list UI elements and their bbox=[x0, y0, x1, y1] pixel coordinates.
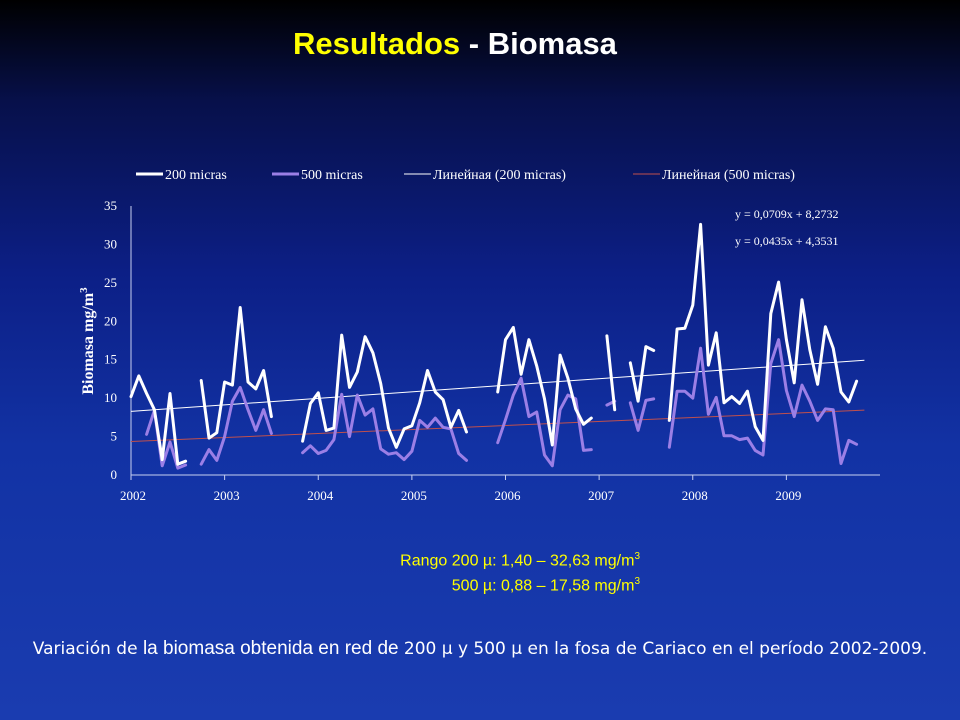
series-segment bbox=[145, 408, 188, 470]
legend-label: 500 micras bbox=[301, 168, 363, 183]
x-tick-label: 2002 bbox=[120, 488, 146, 503]
legend-label: 200 micras bbox=[165, 168, 227, 183]
range-200-unit-sup: 3 bbox=[634, 551, 640, 562]
y-tick-label: 30 bbox=[104, 236, 117, 251]
y-tick-label: 10 bbox=[104, 390, 117, 405]
x-axis: 2002 2003 2004 2005 2006 2007 2008 2009 bbox=[120, 474, 880, 503]
x-tick-label: 2005 bbox=[401, 488, 427, 503]
legend-label: Линейная (200 micras) bbox=[433, 168, 566, 183]
range-200-line: Rango 200 µ: 1,40 – 32,63 mg/m3 bbox=[280, 546, 640, 571]
caption-part-2: la biomasa obtenida en red de bbox=[142, 638, 404, 659]
y-tick-label: 5 bbox=[111, 429, 118, 444]
caption-part-3: 200 µ y 500 µ en la fosa de Cariaco en e… bbox=[403, 639, 928, 659]
trend-equations: y = 0,0709x + 8,2732 y = 0,0435x + 4,3531 bbox=[735, 207, 839, 248]
series-lines bbox=[129, 222, 859, 470]
x-tick-label: 2007 bbox=[588, 488, 615, 503]
series-segment bbox=[129, 374, 188, 466]
series-200-micras bbox=[129, 222, 859, 466]
series-segment bbox=[301, 333, 468, 449]
series-segment bbox=[301, 392, 468, 462]
slide-caption: Variación de la biomasa obtenida en red … bbox=[30, 634, 930, 664]
range-500-text: 500 µ: 0,88 – 17,58 mg/m bbox=[451, 577, 635, 595]
slide-title-main: Resultados bbox=[293, 26, 461, 61]
series-segment bbox=[496, 376, 593, 468]
legend-entry: 200 micras bbox=[136, 168, 227, 183]
x-tick-label: 2006 bbox=[495, 488, 522, 503]
series-500-micras bbox=[145, 338, 859, 470]
range-200-text: Rango 200 µ: 1,40 – 32,63 mg/m bbox=[400, 552, 635, 570]
series-segment bbox=[605, 334, 617, 412]
series-segment bbox=[628, 345, 656, 403]
trend-equation-200: y = 0,0709x + 8,2732 bbox=[735, 207, 839, 221]
legend-entry: 500 micras bbox=[272, 168, 363, 183]
series-segment bbox=[667, 222, 859, 442]
y-tick-label: 20 bbox=[104, 313, 117, 328]
series-segment bbox=[199, 385, 273, 466]
trend-equation-500: y = 0,0435x + 4,3531 bbox=[735, 234, 839, 248]
caption-part-1: Variación de bbox=[32, 639, 143, 659]
x-tick-label: 2008 bbox=[682, 488, 708, 503]
range-500-line: 500 µ: 0,88 – 17,58 mg/m3 bbox=[280, 571, 640, 596]
y-axis-title: Biomasa mg/m3 bbox=[78, 287, 97, 395]
series-segment bbox=[667, 338, 859, 465]
x-tick-label: 2003 bbox=[214, 488, 240, 503]
slide-title-suffix: - Biomasa bbox=[460, 26, 617, 61]
chart-legend: 200 micras 500 micras Линейная (200 micras… bbox=[136, 168, 795, 183]
legend-entry: Линейная (200 micras) bbox=[404, 168, 566, 183]
series-segment bbox=[199, 306, 273, 440]
y-axis: 0 5 10 15 20 25 30 35 Biomasa mg/m3 bbox=[78, 198, 132, 482]
trendline-500 bbox=[130, 409, 865, 443]
y-tick-label: 0 bbox=[111, 467, 118, 482]
x-tick-label: 2009 bbox=[775, 488, 801, 503]
legend-label: Линейная (500 micras) bbox=[662, 168, 795, 183]
range-500-unit-sup: 3 bbox=[634, 576, 640, 588]
trendlines bbox=[130, 359, 865, 443]
legend-entry: Линейная (500 micras) bbox=[633, 168, 795, 183]
series-segment bbox=[628, 397, 656, 432]
range-summary: Rango 200 µ: 1,40 – 32,63 mg/m3 500 µ: 0… bbox=[280, 546, 640, 597]
y-axis-title-sup: 3 bbox=[78, 287, 90, 293]
y-tick-label: 35 bbox=[104, 198, 117, 213]
series-segment bbox=[496, 325, 593, 447]
slide-title: Resultados - Biomasa bbox=[0, 26, 910, 62]
y-tick-label: 25 bbox=[104, 275, 117, 290]
y-tick-label: 15 bbox=[104, 352, 117, 367]
x-tick-label: 2004 bbox=[307, 488, 334, 503]
